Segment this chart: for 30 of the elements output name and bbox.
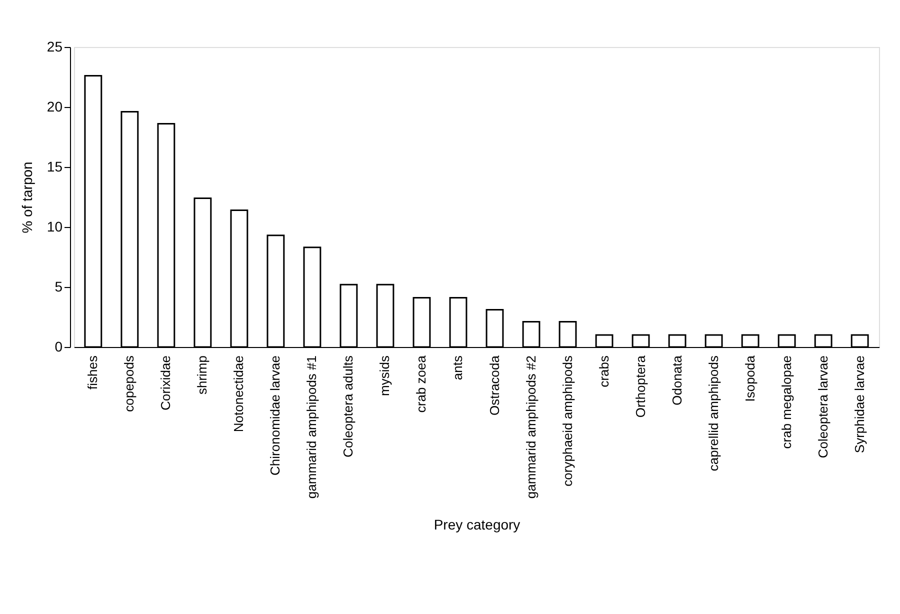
y-tick-label: 10 bbox=[46, 218, 63, 234]
y-axis-title: % of tarpon bbox=[18, 162, 35, 234]
x-tick-label: Isopoda bbox=[742, 354, 758, 402]
y-tick-label: 5 bbox=[54, 278, 63, 294]
x-tick-label: crab zoea bbox=[414, 354, 429, 413]
x-tick-label: gammarid amphipods #2 bbox=[523, 356, 538, 499]
y-tick-label: 20 bbox=[46, 98, 63, 114]
x-tick-label: shrimp bbox=[194, 356, 210, 395]
x-tick-label: Odonata bbox=[669, 354, 684, 406]
x-tick-label: Coleoptera adults bbox=[340, 355, 356, 458]
x-tick-label: crab megalopae bbox=[778, 356, 794, 449]
x-tick-label: Ostracoda bbox=[486, 354, 502, 416]
y-tick-label: 25 bbox=[46, 38, 63, 54]
y-tick-label: 0 bbox=[54, 338, 63, 354]
x-tick-label: crabs bbox=[596, 355, 612, 388]
x-tick-label: Notonectidae bbox=[231, 356, 246, 432]
x-axis-title: Prey category bbox=[434, 516, 520, 533]
x-tick-label: coryphaeid amphipods bbox=[560, 355, 575, 486]
x-tick-label: copepods bbox=[122, 355, 137, 412]
x-tick-label: mysids bbox=[377, 355, 392, 396]
x-tick-label: ants bbox=[450, 355, 466, 380]
x-tick-label: fishes bbox=[85, 355, 100, 390]
y-tick-label: 15 bbox=[46, 158, 63, 174]
x-tick-label: Syrphidae larvae bbox=[852, 356, 867, 454]
x-tick-label: Corixidae bbox=[158, 356, 174, 410]
x-tick-label: caprellid amphipods bbox=[706, 355, 721, 472]
x-tick-label: Coleoptera larvae bbox=[815, 356, 830, 458]
x-tick-label: Chironomidae larvae bbox=[268, 356, 283, 476]
x-tick-label: gammarid amphipods #1 bbox=[304, 356, 320, 499]
x-tick-label: Orthoptera bbox=[632, 354, 648, 418]
